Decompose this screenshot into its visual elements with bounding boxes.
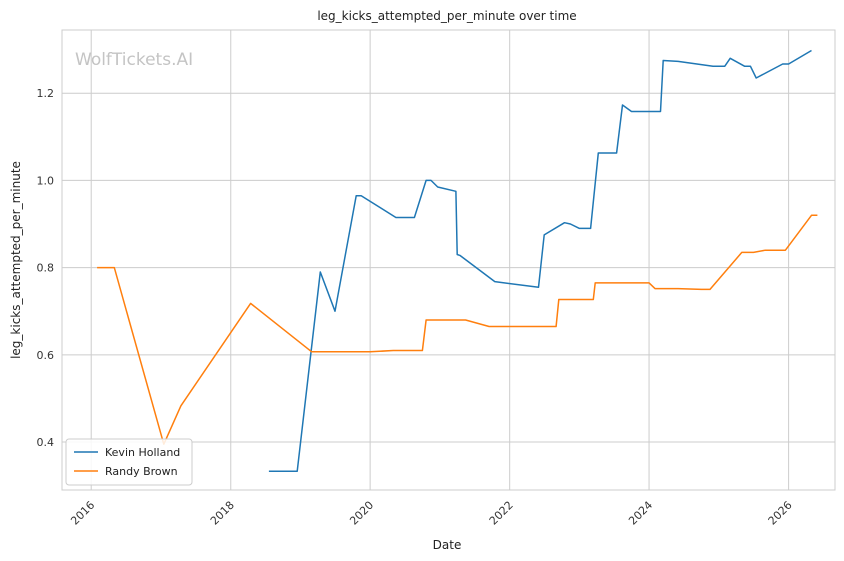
x-tick-label: 2016 [68, 499, 97, 528]
x-axis-ticks: 2016 2018 2020 2022 2024 2026 [68, 499, 794, 528]
legend-label: Randy Brown [105, 465, 178, 478]
series-line-kevin-holland [268, 49, 812, 473]
y-tick-label: 1.2 [37, 87, 55, 100]
y-axis-ticks: 0.4 0.6 0.8 1.0 1.2 [37, 87, 55, 449]
x-tick-label: 2022 [487, 499, 516, 528]
x-tick-label: 2020 [347, 499, 376, 528]
x-tick-label: 2024 [626, 499, 655, 528]
series-layer [97, 49, 818, 473]
x-tick-label: 2026 [766, 499, 795, 528]
x-tick-label: 2018 [208, 499, 237, 528]
x-axis-label: Date [433, 538, 462, 552]
y-tick-label: 0.4 [37, 436, 55, 449]
x-gridlines [90, 30, 790, 490]
y-axis-label: leg_kicks_attempted_per_minute [9, 161, 23, 359]
series-line-randy-brown [97, 214, 818, 445]
y-tick-label: 1.0 [37, 174, 55, 187]
chart-title: leg_kicks_attempted_per_minute over time [317, 9, 576, 23]
legend: Kevin Holland Randy Brown [65, 438, 193, 486]
plot-area [61, 29, 836, 491]
legend-label: Kevin Holland [105, 446, 180, 459]
watermark: WolfTickets.AI [75, 50, 193, 70]
legend-box [65, 438, 193, 486]
y-tick-label: 0.6 [37, 349, 55, 362]
y-tick-label: 0.8 [37, 262, 55, 275]
